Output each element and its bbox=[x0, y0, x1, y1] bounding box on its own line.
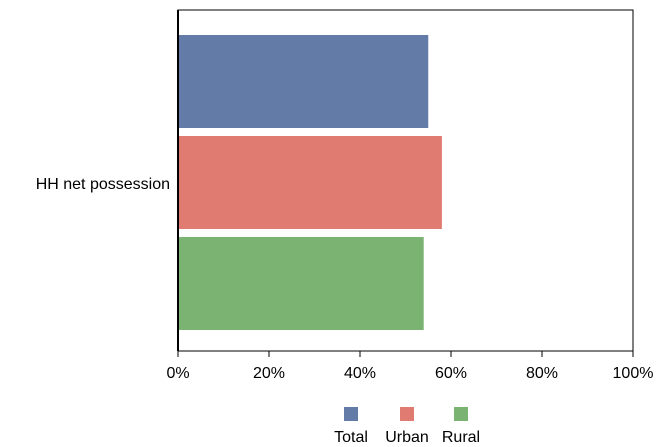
legend: Total Urban Rural bbox=[334, 407, 480, 446]
x-tick-label: 100% bbox=[613, 365, 654, 382]
bar-urban bbox=[178, 136, 442, 229]
bar-total bbox=[178, 35, 429, 128]
legend-label-total: Total bbox=[334, 429, 368, 446]
bar-rural bbox=[178, 237, 424, 330]
category-label: HH net possession bbox=[36, 176, 170, 193]
legend-label-rural: Rural bbox=[442, 429, 480, 446]
x-tick-label: 0% bbox=[166, 365, 189, 382]
x-tick-label: 60% bbox=[435, 365, 467, 382]
legend-label-urban: Urban bbox=[385, 429, 429, 446]
x-axis-ticks: 0% 20% 40% 60% 80% 100% bbox=[166, 351, 653, 382]
bars bbox=[178, 35, 442, 330]
x-tick-label: 40% bbox=[344, 365, 376, 382]
x-tick-label: 20% bbox=[253, 365, 285, 382]
legend-swatch-total bbox=[344, 407, 358, 421]
legend-swatch-urban bbox=[400, 407, 414, 421]
legend-swatch-rural bbox=[454, 407, 468, 421]
x-tick-label: 80% bbox=[526, 365, 558, 382]
